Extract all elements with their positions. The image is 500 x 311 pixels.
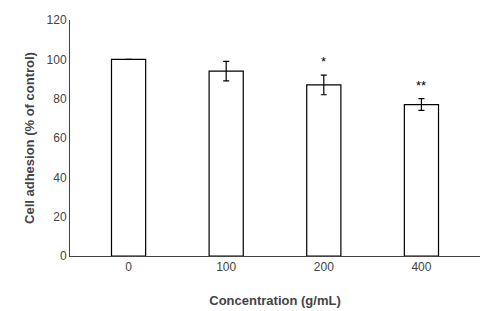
svg-text:80: 80 bbox=[53, 92, 67, 106]
svg-text:Concentration (g/mL): Concentration (g/mL) bbox=[209, 293, 340, 308]
svg-text:60: 60 bbox=[53, 131, 67, 145]
svg-text:200: 200 bbox=[314, 260, 334, 274]
svg-text:Cell adhesion (% of control): Cell adhesion (% of control) bbox=[22, 52, 37, 224]
svg-text:20: 20 bbox=[53, 210, 67, 224]
svg-text:400: 400 bbox=[411, 260, 431, 274]
svg-text:0: 0 bbox=[125, 260, 132, 274]
svg-text:100: 100 bbox=[216, 260, 236, 274]
svg-text:120: 120 bbox=[47, 13, 67, 27]
svg-text:*: * bbox=[321, 54, 326, 69]
svg-text:0: 0 bbox=[60, 249, 67, 263]
svg-text:100: 100 bbox=[47, 53, 67, 67]
svg-text:40: 40 bbox=[53, 171, 67, 185]
svg-text:**: ** bbox=[416, 78, 426, 93]
